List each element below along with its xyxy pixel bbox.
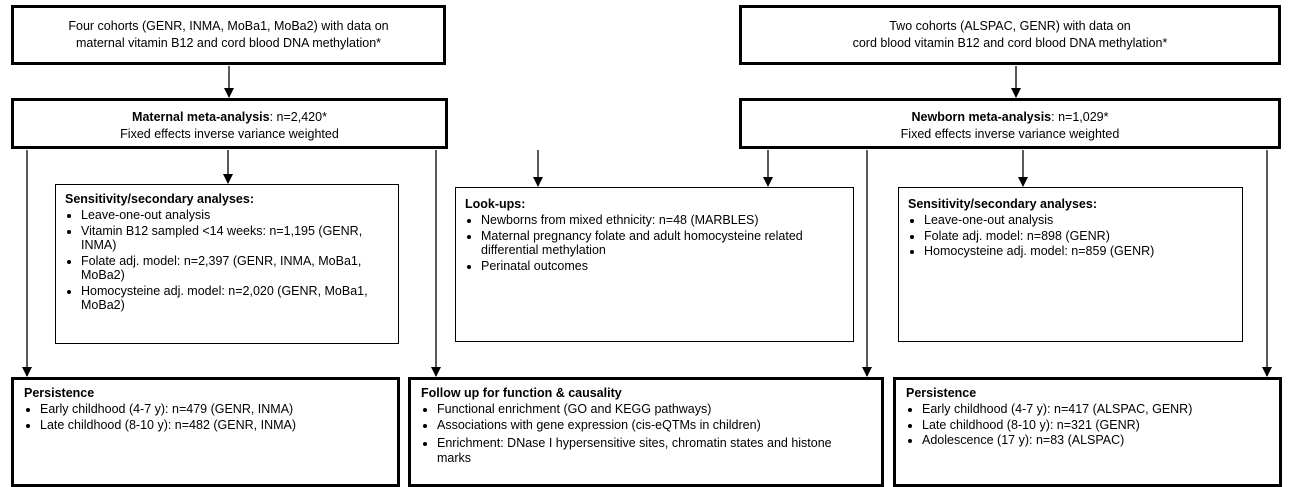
newborn-meta-n: : n=1,029* (1051, 110, 1109, 124)
cohorts-newborn-box: Two cohorts (ALSPAC, GENR) with data on … (739, 5, 1281, 65)
list-item: Late childhood (8-10 y): n=321 (GENR) (922, 418, 1273, 433)
persistence-left-list: Early childhood (4-7 y): n=479 (GENR, IN… (24, 402, 391, 432)
list-item: Adolescence (17 y): n=83 (ALSPAC) (922, 433, 1273, 448)
list-item: Early childhood (4-7 y): n=479 (GENR, IN… (40, 402, 391, 417)
list-item: Early childhood (4-7 y): n=417 (ALSPAC, … (922, 402, 1273, 417)
lookups-box: Look-ups: Newborns from mixed ethnicity:… (455, 187, 854, 342)
persistence-left-box: Persistence Early childhood (4-7 y): n=4… (11, 377, 400, 487)
cohorts-maternal-box: Four cohorts (GENR, INMA, MoBa1, MoBa2) … (11, 5, 446, 65)
cohorts-newborn-line2: cord blood vitamin B12 and cord blood DN… (852, 36, 1168, 50)
maternal-meta-title-line: Maternal meta-analysis: n=2,420* (14, 109, 445, 126)
persistence-right-heading: Persistence (906, 386, 977, 400)
persistence-left-heading: Persistence (24, 386, 95, 400)
maternal-meta-n: : n=2,420* (269, 110, 327, 124)
sensitivity-right-list: Leave-one-out analysis Folate adj. model… (908, 213, 1236, 259)
newborn-meta-title-line: Newborn meta-analysis: n=1,029* (742, 109, 1278, 126)
list-item: Homocysteine adj. model: n=859 (GENR) (924, 244, 1236, 259)
list-item: Perinatal outcomes (481, 259, 847, 274)
cohorts-newborn-line1: Two cohorts (ALSPAC, GENR) with data on (889, 19, 1131, 33)
list-item: Associations with gene expression (cis-e… (437, 418, 842, 433)
persistence-right-box: Persistence Early childhood (4-7 y): n=4… (893, 377, 1282, 487)
sensitivity-right-heading: Sensitivity/secondary analyses: (908, 197, 1097, 211)
list-item: Vitamin B12 sampled <14 weeks: n=1,195 (… (81, 224, 392, 253)
maternal-meta-box: Maternal meta-analysis: n=2,420* Fixed e… (11, 98, 448, 149)
sensitivity-left-heading: Sensitivity/secondary analyses: (65, 192, 254, 206)
lookups-list: Newborns from mixed ethnicity: n=48 (MAR… (465, 213, 847, 273)
lookups-heading: Look-ups: (465, 197, 526, 211)
list-item: Leave-one-out analysis (924, 213, 1236, 228)
maternal-meta-method: Fixed effects inverse variance weighted (120, 127, 339, 141)
sensitivity-right-box: Sensitivity/secondary analyses: Leave-on… (898, 187, 1243, 342)
cohorts-maternal-line1: Four cohorts (GENR, INMA, MoBa1, MoBa2) … (68, 19, 389, 33)
sensitivity-left-box: Sensitivity/secondary analyses: Leave-on… (55, 184, 399, 344)
list-item: Late childhood (8-10 y): n=482 (GENR, IN… (40, 418, 391, 433)
newborn-meta-method: Fixed effects inverse variance weighted (900, 127, 1120, 141)
maternal-meta-title: Maternal meta-analysis (132, 110, 270, 124)
list-item: Leave-one-out analysis (81, 208, 392, 223)
list-item: Maternal pregnancy folate and adult homo… (481, 229, 847, 258)
persistence-right-list: Early childhood (4-7 y): n=417 (ALSPAC, … (906, 402, 1273, 448)
list-item: Homocysteine adj. model: n=2,020 (GENR, … (81, 284, 392, 313)
newborn-meta-box: Newborn meta-analysis: n=1,029* Fixed ef… (739, 98, 1281, 149)
list-item: Functional enrichment (GO and KEGG pathw… (437, 402, 842, 417)
list-item: Newborns from mixed ethnicity: n=48 (MAR… (481, 213, 847, 228)
followup-box: Follow up for function & causality Funct… (408, 377, 884, 487)
list-item: Folate adj. model: n=2,397 (GENR, INMA, … (81, 254, 392, 283)
followup-list: Functional enrichment (GO and KEGG pathw… (421, 402, 842, 465)
cohorts-maternal-line2: maternal vitamin B12 and cord blood DNA … (75, 36, 382, 50)
followup-heading: Follow up for function & causality (421, 386, 622, 400)
list-item: Enrichment: DNase I hypersensitive sites… (437, 436, 842, 465)
sensitivity-left-list: Leave-one-out analysis Vitamin B12 sampl… (65, 208, 392, 313)
list-item: Folate adj. model: n=898 (GENR) (924, 229, 1236, 244)
newborn-meta-title: Newborn meta-analysis (911, 110, 1052, 124)
